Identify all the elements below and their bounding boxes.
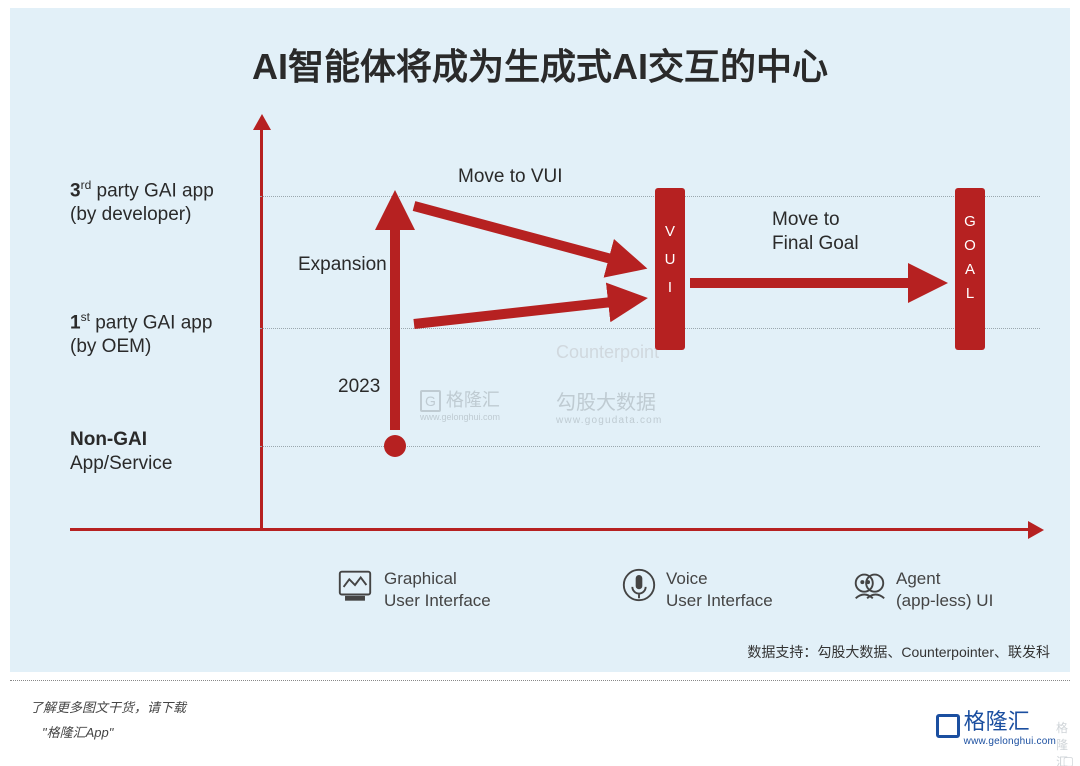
grid-row-non-gai <box>260 446 1040 447</box>
voice-icon <box>620 566 658 604</box>
label-expansion: Expansion <box>298 254 387 276</box>
footer-divider <box>10 680 1070 681</box>
grid-row-3rd-party <box>260 196 1040 197</box>
agent-icon <box>850 566 888 604</box>
pillar-vui <box>655 188 685 350</box>
bottom-bar-brand: ▢ 格隆汇 <box>1063 754 1074 766</box>
pillar-vui-label: VUI <box>665 223 676 296</box>
y-label-non-gai: Non-GAI App/Service <box>70 428 250 476</box>
y-label-3rd-party: 3rd party GAI app (by developer) <box>70 178 250 227</box>
brand-logo-icon <box>936 714 960 738</box>
grid-row-1st-party <box>260 328 1040 329</box>
source-line: 数据支持：勾股大数据、Counterpointer、联发科 <box>747 642 1050 662</box>
pillar-goal <box>955 188 985 350</box>
y-axis-arrowhead <box>253 114 271 130</box>
watermark-gogudata: 勾股大数据 www.gogudata.com <box>556 386 662 426</box>
arrow-to-vui-upper <box>414 206 630 264</box>
label-year-2023: 2023 <box>338 376 380 398</box>
x-label-vui: VoiceUser Interface <box>666 568 773 612</box>
label-move-to-vui: Move to VUI <box>458 166 563 188</box>
x-label-gui: GraphicalUser Interface <box>384 568 491 612</box>
y-label-1st-party: 1st party GAI app (by OEM) <box>70 310 250 359</box>
arrow-to-vui-lower <box>414 300 630 324</box>
diagram-panel: AI智能体将成为生成式AI交互的中心 3rd party GAI app (by… <box>10 8 1070 672</box>
page-root: AI智能体将成为生成式AI交互的中心 3rd party GAI app (by… <box>0 0 1080 766</box>
brand-logo: 格隆汇 www.gelonghui.com <box>936 704 1056 747</box>
x-label-agent: Agent(app-less) UI <box>896 568 993 612</box>
pillar-goal-label: GOAL <box>964 213 976 302</box>
gui-icon <box>336 566 374 604</box>
label-move-to-final: Move to Final Goal <box>772 208 859 256</box>
x-axis <box>70 528 1030 531</box>
bottom-bar: ▢ 格隆汇 <box>0 752 1080 766</box>
x-axis-arrowhead <box>1028 521 1044 539</box>
footer-note: 了解更多图文干货，请下载 "格隆汇App" <box>30 696 186 745</box>
page-title: AI智能体将成为生成式AI交互的中心 <box>10 38 1070 90</box>
watermark-counterpoint: Counterpoint <box>556 342 659 363</box>
watermark-gelonghui: G 格隆汇 www.gelonghui.com <box>420 386 500 422</box>
